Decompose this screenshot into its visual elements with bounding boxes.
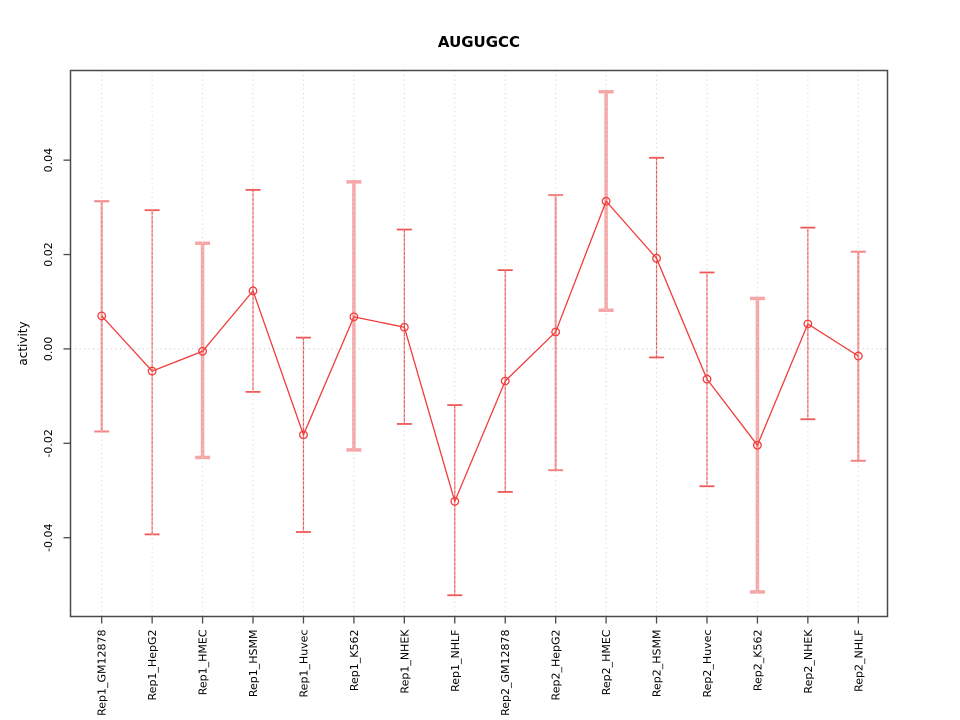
x-tick-label-Rep1_NHEK: Rep1_NHEK bbox=[398, 629, 411, 694]
point-Rep2_Huvec bbox=[702, 374, 712, 384]
x-tick-label-Rep2_NHEK: Rep2_NHEK bbox=[802, 629, 815, 694]
point-Rep1_HSMM bbox=[248, 286, 258, 296]
point-Rep1_NHEK bbox=[399, 322, 409, 332]
point-Rep2_NHLF bbox=[853, 351, 863, 361]
x-tick-label-Rep2_NHLF: Rep2_NHLF bbox=[852, 630, 865, 692]
point-Rep2_NHEK bbox=[803, 319, 813, 329]
y-tick-label-0.00: 0.00 bbox=[42, 337, 55, 362]
x-tick-label-Rep1_HMEC: Rep1_HMEC bbox=[197, 629, 210, 695]
y-tick-label--0.04: -0.04 bbox=[42, 523, 55, 551]
x-tick-label-Rep2_HMEC: Rep2_HMEC bbox=[600, 629, 613, 695]
point-Rep1_HepG2 bbox=[147, 366, 157, 376]
x-tick-label-Rep2_GM12878: Rep2_GM12878 bbox=[499, 630, 512, 716]
plot-area: Rep1_GM12878 Rep1_HepG2 Rep1_HMEC Rep1_HSMM… bbox=[42, 69, 889, 716]
series-line bbox=[101, 199, 859, 504]
y-axis-label: activity bbox=[16, 321, 30, 365]
y-tick-label-0.04: 0.04 bbox=[42, 148, 55, 173]
point-Rep2_HSMM bbox=[652, 253, 661, 263]
point-Rep1_NHLF bbox=[450, 496, 460, 506]
plot-border bbox=[69, 69, 889, 618]
x-tick-label-Rep2_Huvec: Rep2_Huvec bbox=[701, 630, 714, 698]
x-tick-label-Rep1_Huvec: Rep1_Huvec bbox=[297, 630, 310, 698]
x-tick-label-Rep1_NHLF: Rep1_NHLF bbox=[449, 630, 462, 692]
point-Rep2_HepG2 bbox=[551, 327, 561, 337]
point-Rep2_HMEC bbox=[601, 196, 611, 206]
x-tick-label-Rep1_HepG2: Rep1_HepG2 bbox=[146, 630, 159, 701]
point-Rep1_K562 bbox=[349, 312, 359, 322]
point-Rep2_K562 bbox=[752, 440, 762, 450]
x-tick-label-Rep1_K562: Rep1_K562 bbox=[348, 630, 361, 692]
y-tick-label-0.02: 0.02 bbox=[42, 242, 55, 266]
x-tick-label-Rep2_HepG2: Rep2_HepG2 bbox=[550, 630, 563, 701]
point-Rep1_GM12878 bbox=[97, 311, 107, 321]
point-Rep1_HMEC bbox=[198, 346, 208, 356]
point-Rep1_Huvec bbox=[299, 430, 308, 440]
x-tick-label-Rep1_GM12878: Rep1_GM12878 bbox=[96, 630, 109, 716]
x-tick-label-Rep2_HSMM: Rep2_HSMM bbox=[651, 630, 664, 698]
chart-title: AUGUGCC bbox=[438, 33, 520, 51]
point-Rep2_GM12878 bbox=[500, 376, 510, 386]
x-tick-label-Rep1_HSMM: Rep1_HSMM bbox=[247, 630, 260, 698]
x-tick-label-Rep2_K562: Rep2_K562 bbox=[751, 630, 764, 692]
y-tick-label--0.02: -0.02 bbox=[42, 429, 55, 457]
